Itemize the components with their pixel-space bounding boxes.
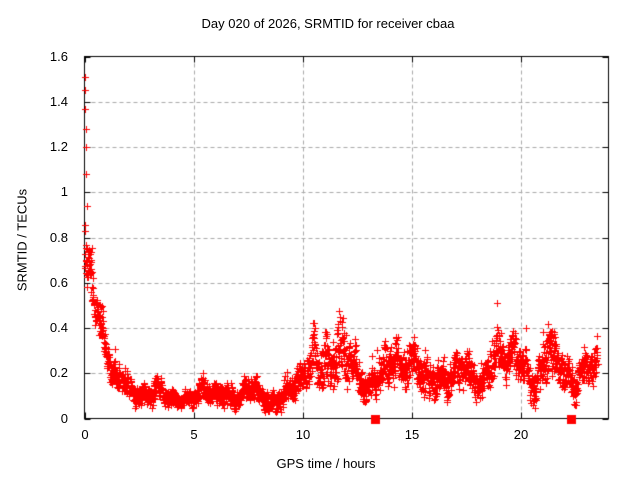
x-tick-label: 15 <box>404 427 420 442</box>
y-tick-label: 0.8 <box>49 230 68 245</box>
x-tick-label: 10 <box>295 427 311 442</box>
x-axis-label: GPS time / hours <box>276 456 376 471</box>
y-tick-label: 1.2 <box>49 139 68 154</box>
chart-title: Day 020 of 2026, SRMTID for receiver cba… <box>201 16 455 31</box>
y-axis-label: SRMTID / TECUs <box>14 188 30 292</box>
y-tick-label: 0.6 <box>49 275 68 290</box>
y-tick-label: 0.4 <box>49 320 68 335</box>
y-tick-label: 0 <box>60 411 68 426</box>
x-tick-label: 5 <box>190 427 198 442</box>
y-tick-label: 1 <box>60 184 68 199</box>
y-tick-label: 1.4 <box>49 94 68 109</box>
x-tick-label: 0 <box>81 427 89 442</box>
y-tick-label: 0.2 <box>49 365 68 380</box>
y-tick-label: 1.6 <box>49 49 68 64</box>
x-tick-label: 20 <box>513 427 529 442</box>
